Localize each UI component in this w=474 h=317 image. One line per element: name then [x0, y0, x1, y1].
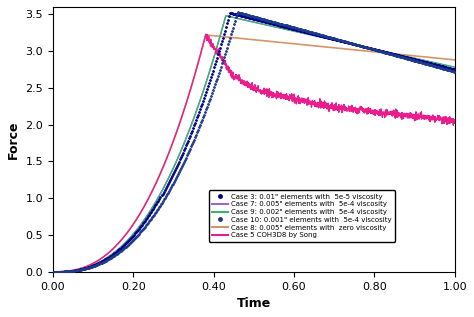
Legend: Case 3: 0.01" elements with  5e-5 viscosity, Case 7: 0.005" elements with  5e-4 : Case 3: 0.01" elements with 5e-5 viscosi…: [209, 190, 395, 242]
X-axis label: Time: Time: [237, 297, 271, 310]
Y-axis label: Force: Force: [7, 120, 20, 158]
